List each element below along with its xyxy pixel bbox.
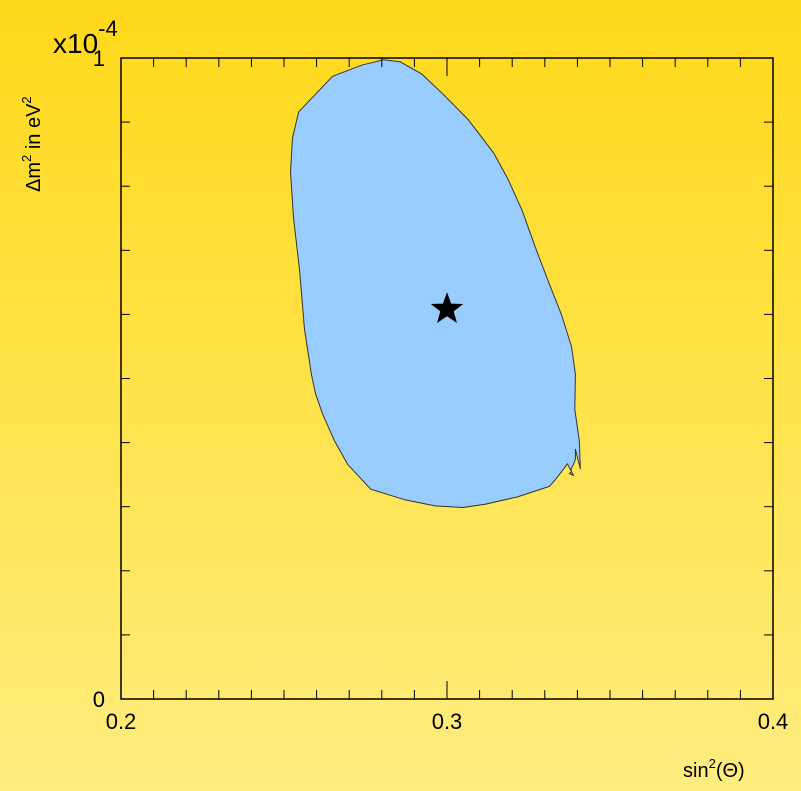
y-tick-label: 1 (93, 46, 105, 71)
x-axis-label: sin2(Θ) (683, 756, 745, 782)
best-fit-star-marker (430, 292, 464, 323)
y-tick-label: 0 (93, 687, 105, 712)
y-axis-label: Δm2 in eV2 (19, 96, 45, 192)
allowed-region (290, 59, 581, 508)
x-tick-label: 0.4 (758, 709, 789, 734)
axis-tick-labels: 0.2 0.3 0.4 0 1 (93, 46, 789, 734)
y-multiplier-label: x10-4 (53, 16, 118, 59)
axis-ticks (120, 57, 774, 700)
x-tick-label: 0.3 (432, 709, 463, 734)
plot-area (290, 59, 581, 508)
x-tick-label: 0.2 (106, 709, 137, 734)
